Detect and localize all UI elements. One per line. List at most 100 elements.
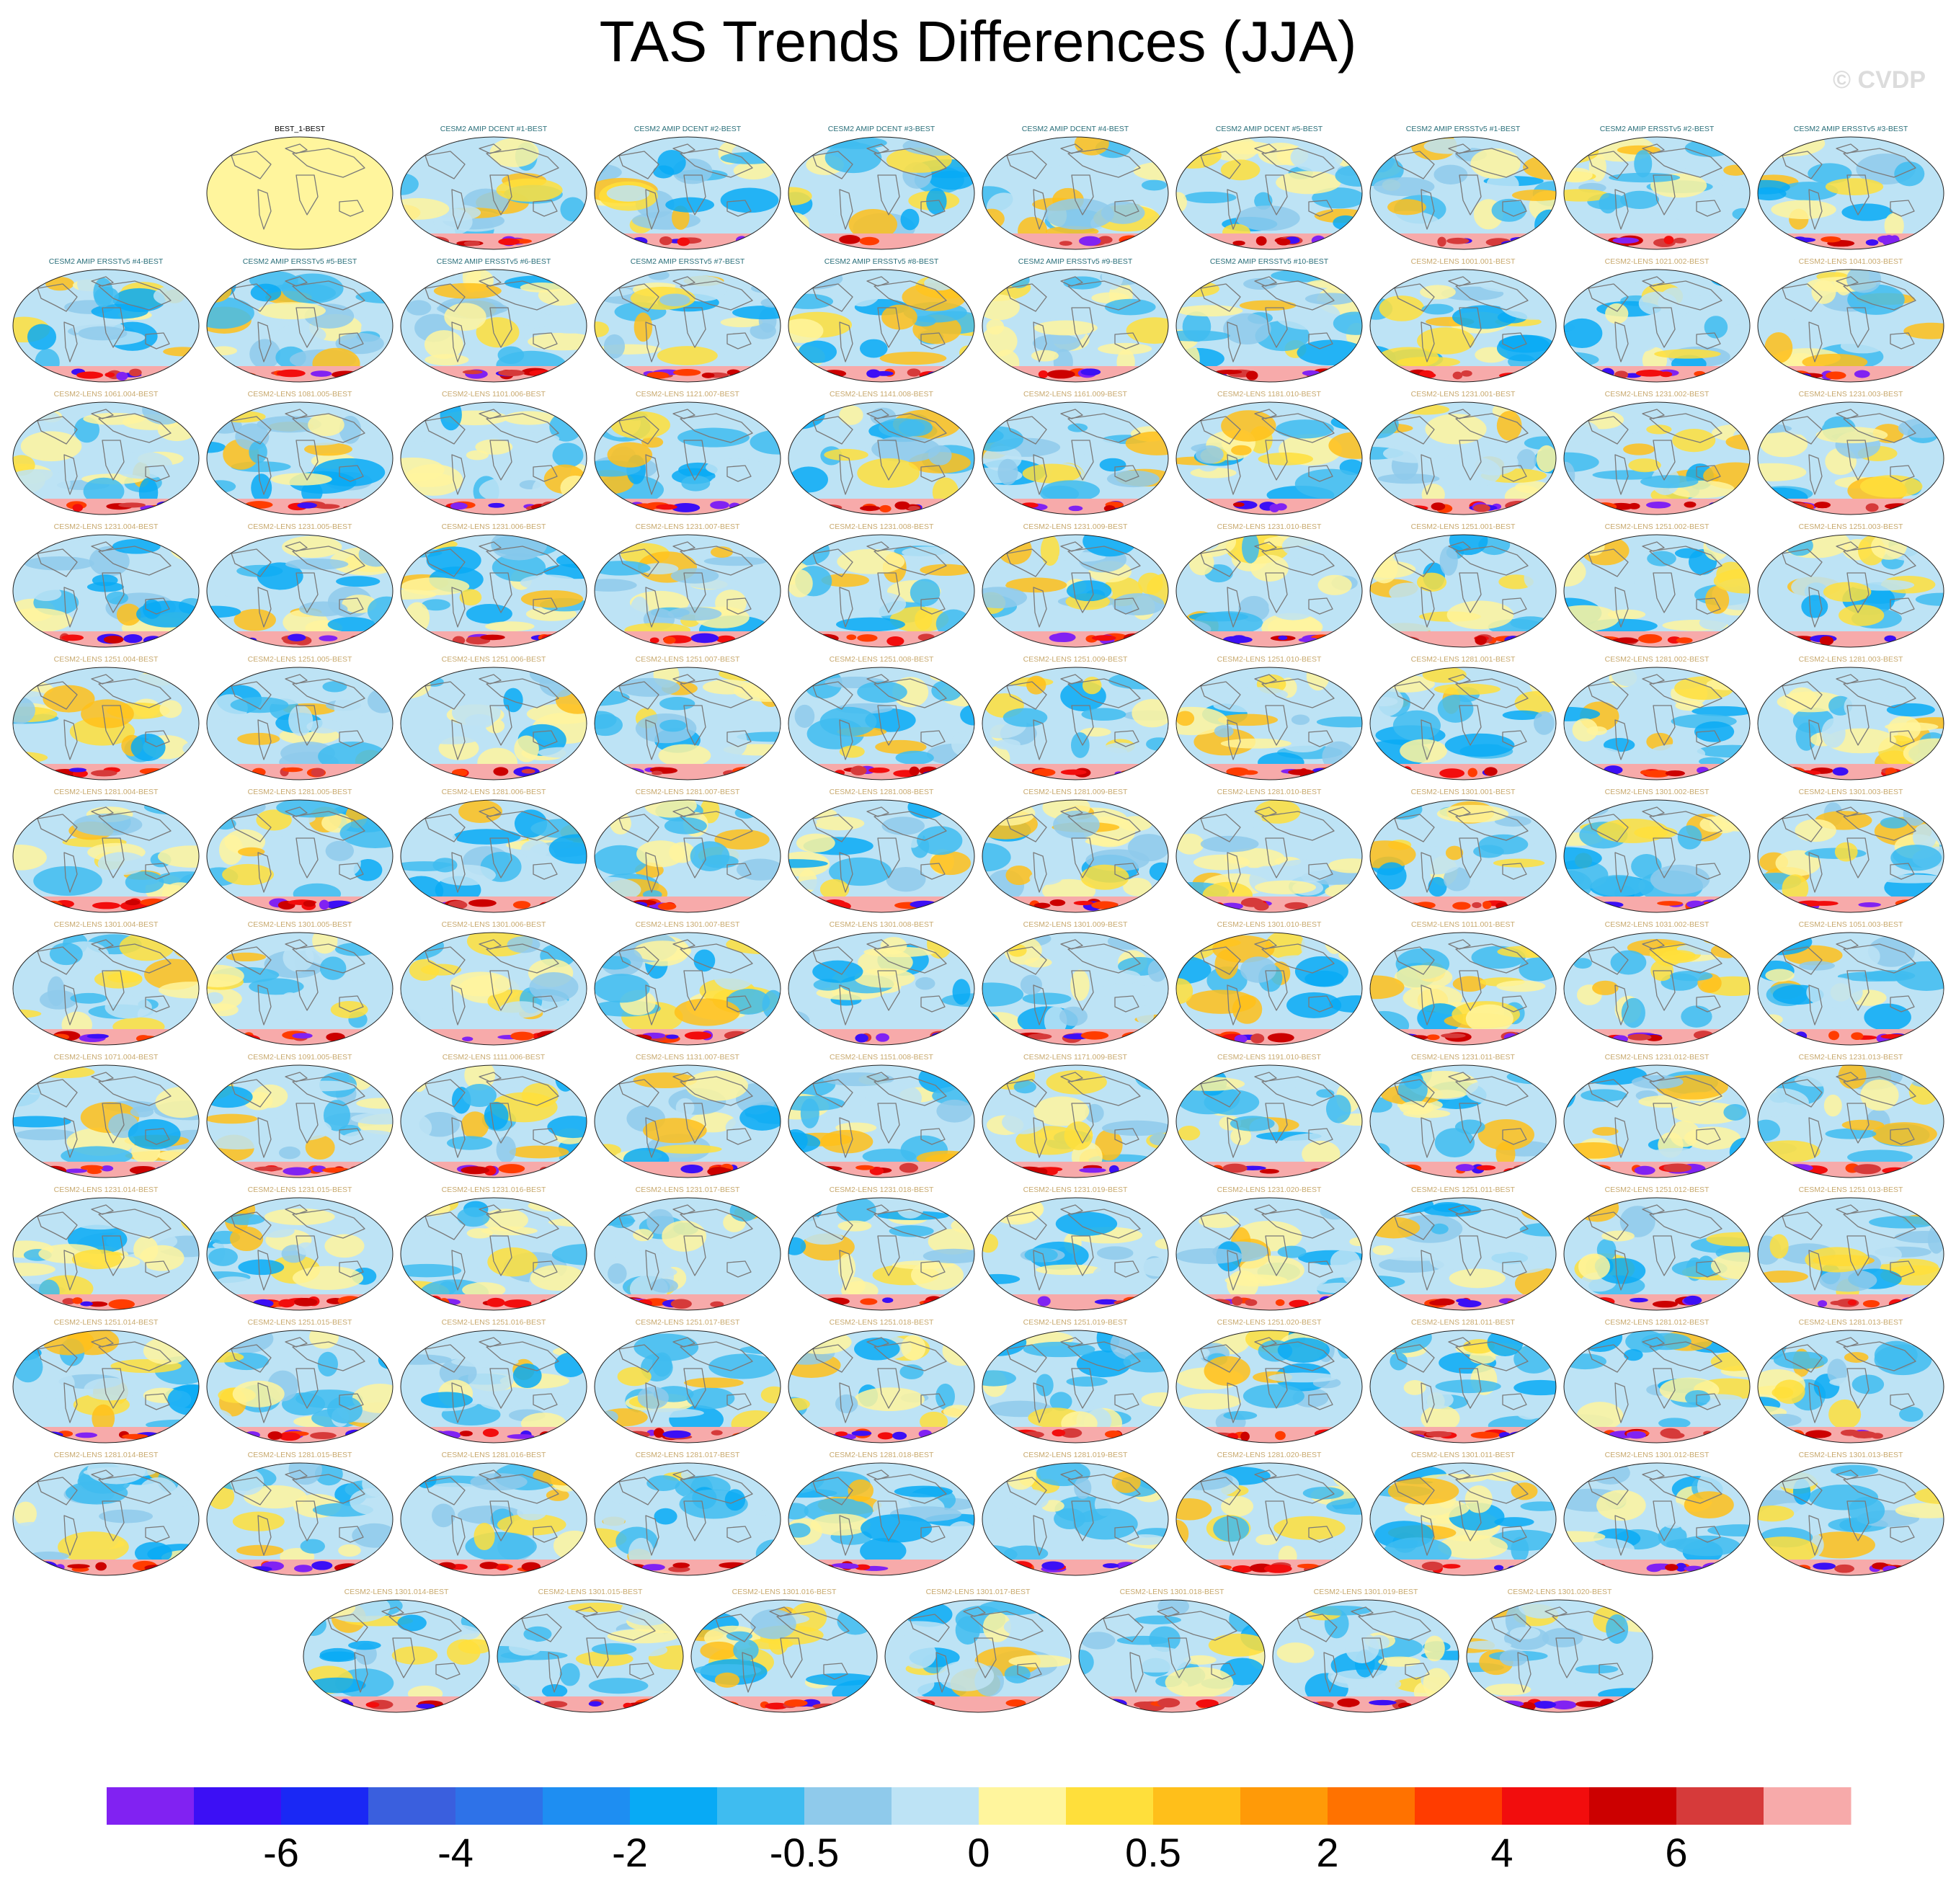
map-panel: CESM2 AMIP ERSSTv5 #9-BEST <box>982 257 1169 383</box>
panel-title: CESM2-LENS 1281.017-BEST <box>636 1451 740 1459</box>
colorbar-swatch <box>1502 1787 1590 1825</box>
panel-title: CESM2-LENS 1091.005-BEST <box>248 1053 352 1062</box>
map-panel: CESM2-LENS 1251.011-BEST <box>1369 1185 1557 1311</box>
panel-title: CESM2 AMIP ERSSTv5 #5-BEST <box>243 257 357 266</box>
panel-title: CESM2-LENS 1251.011-BEST <box>1411 1185 1516 1194</box>
colorbar-tick-label: -0.5 <box>770 1830 840 1875</box>
panel-title: CESM2-LENS 1231.016-BEST <box>442 1185 546 1194</box>
map-panel: CESM2-LENS 1231.017-BEST <box>594 1185 781 1311</box>
map-panel: CESM2-LENS 1251.014-BEST <box>12 1318 200 1443</box>
map-panel: CESM2-LENS 1041.003-BEST <box>1757 257 1944 383</box>
map-panel: CESM2-LENS 1281.016-BEST <box>400 1451 587 1576</box>
colorbar-swatch <box>892 1787 979 1825</box>
panel-title: CESM2-LENS 1281.014-BEST <box>54 1451 159 1459</box>
map-panel: CESM2-LENS 1001.001-BEST <box>1369 257 1557 383</box>
map-panel: CESM2-LENS 1151.008-BEST <box>788 1053 975 1178</box>
map-panel: CESM2-LENS 1281.014-BEST <box>12 1451 200 1576</box>
map-panel: CESM2 AMIP DCENT #5-BEST <box>1175 125 1363 250</box>
panel-title: CESM2 AMIP ERSSTv5 #1-BEST <box>1406 125 1521 133</box>
page-title: TAS Trends Differences (JJA) <box>599 9 1357 74</box>
watermark: © CVDP <box>1833 66 1926 94</box>
panel-title: CESM2-LENS 1251.016-BEST <box>442 1318 546 1327</box>
panel-title: CESM2-LENS 1081.005-BEST <box>248 390 352 399</box>
map-panel: CESM2-LENS 1161.009-BEST <box>982 390 1169 515</box>
map-panel: CESM2-LENS 1301.013-BEST <box>1757 1451 1944 1576</box>
panel-title: CESM2-LENS 1301.001-BEST <box>1411 788 1516 796</box>
map-panel: CESM2-LENS 1281.006-BEST <box>400 788 587 913</box>
map-panel: CESM2-LENS 1231.001-BEST <box>1369 390 1557 515</box>
colorbar-swatch <box>455 1787 543 1825</box>
panel-title: CESM2-LENS 1251.001-BEST <box>1411 522 1516 531</box>
panel-title: CESM2-LENS 1251.013-BEST <box>1799 1185 1903 1194</box>
panel-title: CESM2-LENS 1281.020-BEST <box>1217 1451 1322 1459</box>
panel-title: CESM2-LENS 1231.019-BEST <box>1023 1185 1128 1194</box>
colorbar-swatch <box>1764 1787 1851 1825</box>
panel-title: CESM2-LENS 1301.003-BEST <box>1799 788 1903 796</box>
map-panel: CESM2-LENS 1281.004-BEST <box>12 788 200 913</box>
panel-title: CESM2-LENS 1251.012-BEST <box>1605 1185 1710 1194</box>
map-panel: CESM2-LENS 1301.004-BEST <box>12 920 200 1046</box>
panel-title: CESM2 AMIP DCENT #4-BEST <box>1022 125 1129 133</box>
map-panel: CESM2 AMIP ERSSTv5 #2-BEST <box>1563 125 1751 250</box>
map-panel: CESM2-LENS 1231.006-BEST <box>400 522 587 648</box>
panel-title: CESM2-LENS 1281.019-BEST <box>1023 1451 1128 1459</box>
panel-title: CESM2-LENS 1301.006-BEST <box>442 920 546 929</box>
map-panel: CESM2 AMIP DCENT #4-BEST <box>982 125 1169 250</box>
map-panel: CESM2-LENS 1031.002-BEST <box>1563 920 1751 1046</box>
panel-title: CESM2 AMIP ERSSTv5 #3-BEST <box>1794 125 1908 133</box>
colorbar-tick-label: 4 <box>1490 1830 1513 1875</box>
map-panel: CESM2-LENS 1301.018-BEST <box>1078 1588 1266 1713</box>
colorbar-swatch <box>630 1787 718 1825</box>
panel-title: CESM2-LENS 1231.009-BEST <box>1023 522 1128 531</box>
panel-title: CESM2-LENS 1301.013-BEST <box>1799 1451 1903 1459</box>
map-panel: BEST_1-BEST <box>206 125 394 250</box>
panel-title: CESM2-LENS 1231.015-BEST <box>248 1185 352 1194</box>
map-panel: CESM2-LENS 1301.019-BEST <box>1272 1588 1459 1713</box>
panel-title: CESM2-LENS 1141.008-BEST <box>830 390 934 399</box>
colorbar-swatch <box>804 1787 892 1825</box>
panel-title: CESM2-LENS 1251.014-BEST <box>54 1318 159 1327</box>
panel-title: CESM2-LENS 1251.005-BEST <box>248 655 352 664</box>
map-panel: CESM2 AMIP DCENT #2-BEST <box>594 125 781 250</box>
colorbar-swatch <box>979 1787 1067 1825</box>
colorbar-swatch <box>368 1787 456 1825</box>
map-panel: CESM2-LENS 1281.012-BEST <box>1563 1318 1751 1443</box>
panel-title: CESM2-LENS 1301.009-BEST <box>1023 920 1128 929</box>
panel-title: CESM2-LENS 1251.010-BEST <box>1217 655 1322 664</box>
map-panel: CESM2-LENS 1231.011-BEST <box>1369 1053 1557 1178</box>
colorbar-swatch <box>1153 1787 1241 1825</box>
panel-title: CESM2-LENS 1231.020-BEST <box>1217 1185 1322 1194</box>
map-panel: CESM2-LENS 1051.003-BEST <box>1757 920 1944 1046</box>
panel-title: CESM2-LENS 1231.006-BEST <box>442 522 546 531</box>
panel-title: CESM2-LENS 1121.007-BEST <box>636 390 740 399</box>
panel-title: CESM2-LENS 1001.001-BEST <box>1411 257 1516 266</box>
map-panel: CESM2-LENS 1281.007-BEST <box>594 788 781 913</box>
panel-title: CESM2-LENS 1301.019-BEST <box>1314 1588 1418 1596</box>
map-panel: CESM2-LENS 1301.017-BEST <box>884 1588 1072 1713</box>
map-panel: CESM2-LENS 1131.007-BEST <box>594 1053 781 1178</box>
panel-title: CESM2-LENS 1231.018-BEST <box>830 1185 934 1194</box>
panel-title: CESM2-LENS 1231.011-BEST <box>1411 1053 1516 1062</box>
panel-title: CESM2-LENS 1281.009-BEST <box>1023 788 1128 796</box>
colorbar-tick-label: 0 <box>967 1830 990 1875</box>
map-panel: CESM2 AMIP ERSSTv5 #7-BEST <box>594 257 781 383</box>
map-panel: CESM2-LENS 1091.005-BEST <box>206 1053 394 1178</box>
map-panel: CESM2-LENS 1231.008-BEST <box>788 522 975 648</box>
panel-title: CESM2 AMIP ERSSTv5 #9-BEST <box>1018 257 1133 266</box>
panel-title: CESM2-LENS 1281.003-BEST <box>1799 655 1903 664</box>
map-panel: CESM2-LENS 1251.020-BEST <box>1175 1318 1363 1443</box>
map-panel: CESM2-LENS 1301.005-BEST <box>206 920 394 1046</box>
colorbar-tick-label: -6 <box>263 1830 299 1875</box>
panel-title: CESM2-LENS 1251.006-BEST <box>442 655 546 664</box>
map-panel: CESM2 AMIP ERSSTv5 #5-BEST <box>206 257 394 383</box>
map-panel: CESM2-LENS 1231.013-BEST <box>1757 1053 1944 1178</box>
map-panel: CESM2-LENS 1251.007-BEST <box>594 655 781 780</box>
map-panel: CESM2-LENS 1231.018-BEST <box>788 1185 975 1311</box>
colorbar-tick-label: 0.5 <box>1125 1830 1181 1875</box>
panel-title: CESM2-LENS 1301.002-BEST <box>1605 788 1710 796</box>
panel-title: CESM2-LENS 1251.017-BEST <box>636 1318 740 1327</box>
panel-title: CESM2-LENS 1301.008-BEST <box>830 920 934 929</box>
map-panel: CESM2-LENS 1231.012-BEST <box>1563 1053 1751 1178</box>
colorbar-swatch <box>1589 1787 1677 1825</box>
map-panel: CESM2-LENS 1171.009-BEST <box>982 1053 1169 1178</box>
